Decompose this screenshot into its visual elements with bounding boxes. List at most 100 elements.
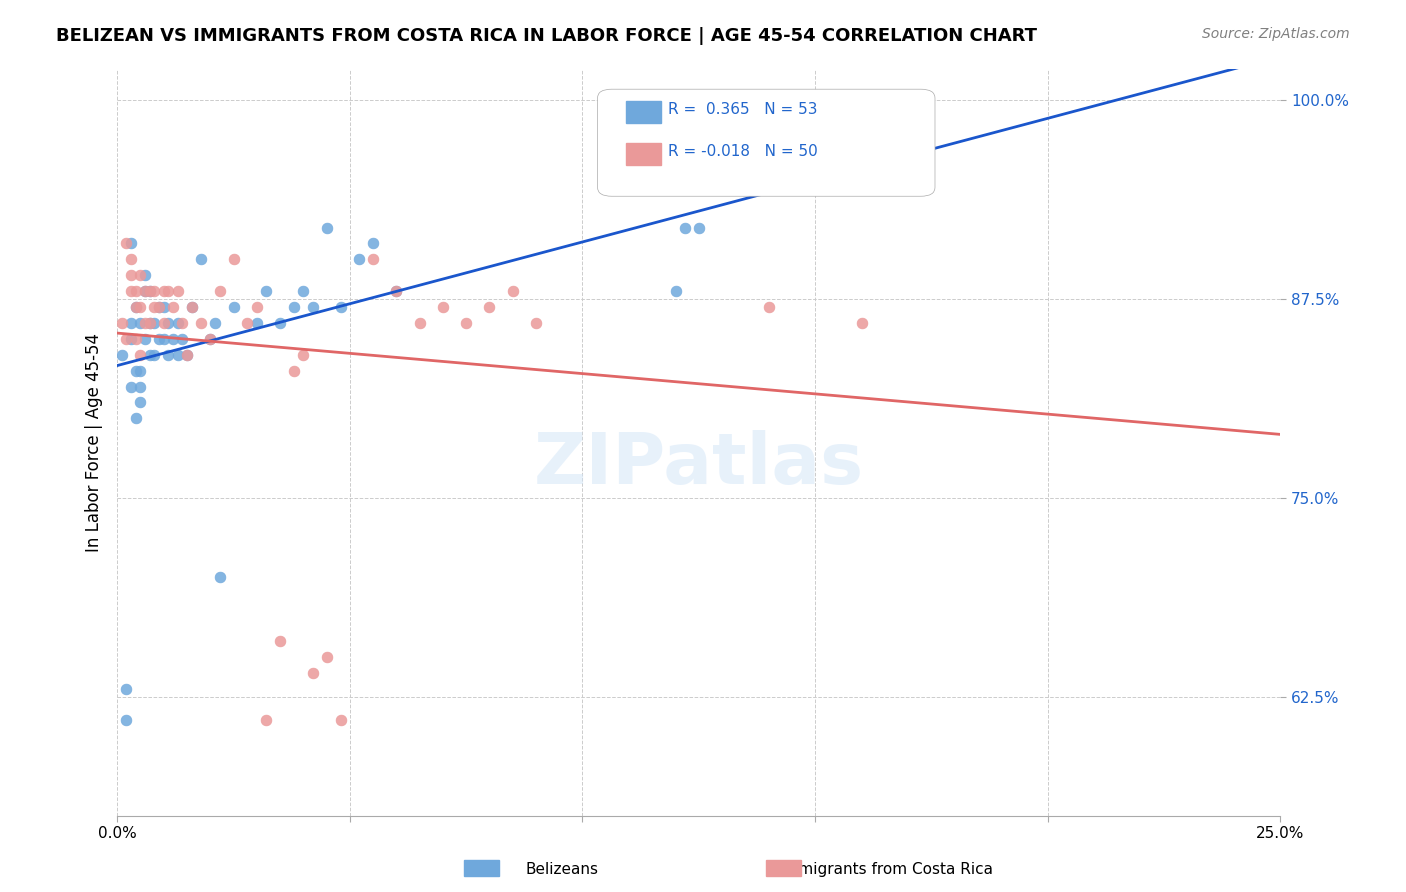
Point: [162, 300, 184, 314]
Point: [301, 665, 323, 680]
Point: [180, 300, 202, 314]
Point: [758, 300, 780, 314]
Text: Immigrants from Costa Rica: Immigrants from Costa Rica: [779, 863, 993, 877]
Point: [120, 252, 142, 267]
Point: [222, 300, 245, 314]
Point: [115, 332, 138, 346]
Point: [125, 411, 148, 425]
Point: [292, 348, 315, 362]
Point: [129, 348, 152, 362]
Point: [236, 316, 259, 330]
Point: [120, 316, 142, 330]
Point: [432, 300, 454, 314]
Text: ZIPatlas: ZIPatlas: [534, 430, 863, 500]
Point: [115, 681, 138, 696]
Point: [143, 316, 166, 330]
Point: [134, 284, 156, 298]
Point: [148, 300, 170, 314]
Point: [524, 316, 547, 330]
Point: [120, 268, 142, 283]
Point: [115, 714, 138, 728]
Point: [283, 300, 305, 314]
Point: [269, 634, 291, 648]
Point: [208, 284, 231, 298]
Point: [129, 395, 152, 409]
Point: [190, 252, 212, 267]
Point: [162, 332, 184, 346]
Point: [139, 284, 162, 298]
Point: [125, 300, 148, 314]
Point: [408, 316, 430, 330]
Point: [315, 649, 337, 664]
Point: [172, 316, 194, 330]
Point: [148, 332, 170, 346]
Point: [129, 379, 152, 393]
Point: [139, 316, 162, 330]
Text: R = -0.018   N = 50: R = -0.018 N = 50: [668, 145, 818, 159]
Point: [851, 316, 873, 330]
Point: [111, 316, 134, 330]
Point: [176, 348, 198, 362]
Point: [120, 332, 142, 346]
Point: [125, 332, 148, 346]
Point: [125, 300, 148, 314]
Point: [152, 284, 174, 298]
Point: [664, 284, 686, 298]
Point: [143, 348, 166, 362]
Text: R =  0.365   N = 53: R = 0.365 N = 53: [668, 103, 817, 117]
Text: Source: ZipAtlas.com: Source: ZipAtlas.com: [1202, 27, 1350, 41]
Point: [120, 379, 142, 393]
Point: [347, 252, 370, 267]
Point: [361, 252, 384, 267]
Point: [157, 316, 180, 330]
Point: [190, 316, 212, 330]
Point: [134, 316, 156, 330]
Point: [200, 332, 222, 346]
Point: [172, 332, 194, 346]
Point: [361, 236, 384, 251]
Point: [301, 300, 323, 314]
Point: [385, 284, 408, 298]
Point: [111, 348, 134, 362]
Point: [139, 348, 162, 362]
Point: [180, 300, 202, 314]
Point: [139, 284, 162, 298]
Point: [115, 236, 138, 251]
Point: [292, 284, 315, 298]
Text: BELIZEAN VS IMMIGRANTS FROM COSTA RICA IN LABOR FORCE | AGE 45-54 CORRELATION CH: BELIZEAN VS IMMIGRANTS FROM COSTA RICA I…: [56, 27, 1038, 45]
Text: Belizeans: Belizeans: [526, 863, 599, 877]
Point: [134, 268, 156, 283]
Y-axis label: In Labor Force | Age 45-54: In Labor Force | Age 45-54: [86, 333, 103, 552]
Point: [166, 348, 188, 362]
Point: [269, 316, 291, 330]
Point: [125, 364, 148, 378]
Point: [134, 332, 156, 346]
Point: [143, 300, 166, 314]
Point: [157, 348, 180, 362]
Point: [246, 300, 269, 314]
Point: [166, 284, 188, 298]
Point: [143, 284, 166, 298]
Point: [329, 714, 352, 728]
Point: [125, 284, 148, 298]
Point: [254, 714, 277, 728]
Point: [200, 332, 222, 346]
Point: [120, 284, 142, 298]
Point: [134, 284, 156, 298]
Point: [222, 252, 245, 267]
Point: [166, 316, 188, 330]
Point: [129, 364, 152, 378]
Point: [385, 284, 408, 298]
Point: [148, 300, 170, 314]
Point: [152, 300, 174, 314]
Point: [673, 220, 696, 235]
Point: [139, 316, 162, 330]
Point: [478, 300, 501, 314]
Point: [246, 316, 269, 330]
Point: [157, 284, 180, 298]
Point: [152, 332, 174, 346]
Point: [120, 236, 142, 251]
Point: [688, 220, 710, 235]
Point: [176, 348, 198, 362]
Point: [129, 300, 152, 314]
